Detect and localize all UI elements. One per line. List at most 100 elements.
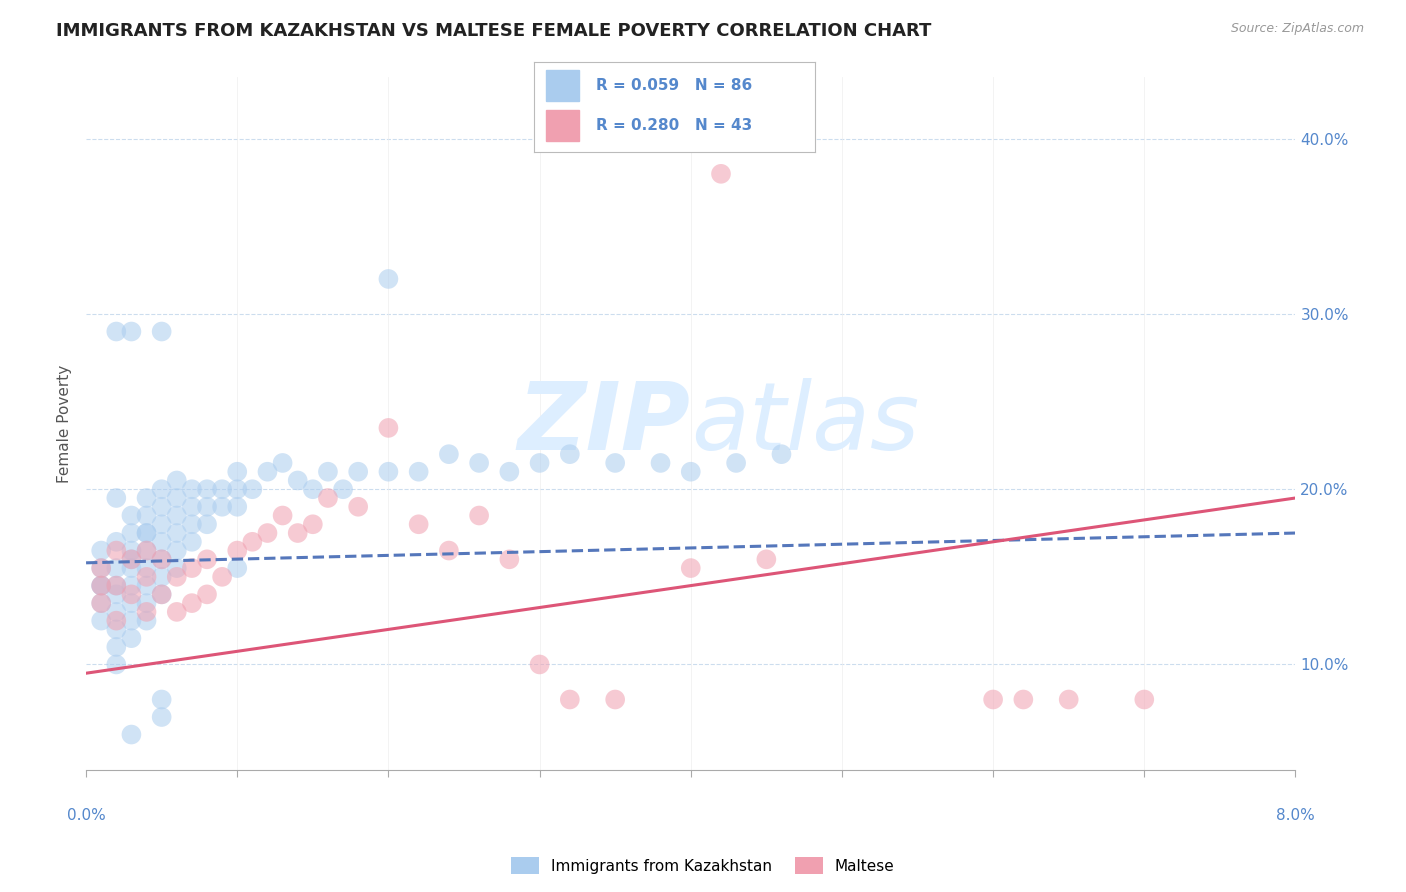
Text: 8.0%: 8.0%	[1277, 808, 1315, 823]
Point	[150, 552, 173, 566]
Point	[226, 465, 249, 479]
Point	[195, 482, 218, 496]
Point	[301, 482, 323, 496]
Point	[710, 167, 733, 181]
Point	[166, 474, 188, 488]
Point	[180, 517, 202, 532]
Point	[135, 526, 157, 541]
Text: Source: ZipAtlas.com: Source: ZipAtlas.com	[1230, 22, 1364, 36]
Point	[347, 465, 370, 479]
Point	[135, 605, 157, 619]
Point	[90, 596, 112, 610]
Text: R = 0.280   N = 43: R = 0.280 N = 43	[596, 118, 752, 133]
Point	[211, 500, 233, 514]
Point	[529, 657, 551, 672]
Point	[120, 579, 142, 593]
Point	[287, 526, 309, 541]
Text: R = 0.059   N = 86: R = 0.059 N = 86	[596, 78, 752, 93]
Point	[150, 500, 173, 514]
Point	[150, 692, 173, 706]
Point	[180, 534, 202, 549]
Point	[301, 517, 323, 532]
Point	[135, 526, 157, 541]
Point	[195, 517, 218, 532]
Point	[377, 421, 399, 435]
Point	[120, 552, 142, 566]
Point	[105, 534, 128, 549]
Point	[105, 605, 128, 619]
Point	[120, 552, 142, 566]
Point	[166, 543, 188, 558]
Point	[135, 508, 157, 523]
Point	[377, 272, 399, 286]
Point	[105, 561, 128, 575]
Point	[105, 640, 128, 654]
Point	[437, 447, 460, 461]
Point	[135, 491, 157, 505]
Point	[226, 482, 249, 496]
Point	[135, 570, 157, 584]
Point	[135, 543, 157, 558]
Point	[679, 561, 702, 575]
Point	[1133, 692, 1156, 706]
Point	[90, 543, 112, 558]
Point	[166, 491, 188, 505]
Point	[226, 500, 249, 514]
Text: atlas: atlas	[690, 378, 920, 469]
Point	[408, 517, 430, 532]
Point	[605, 692, 627, 706]
Point	[558, 692, 581, 706]
Point	[679, 465, 702, 479]
Point	[166, 605, 188, 619]
Point	[105, 657, 128, 672]
Point	[150, 570, 173, 584]
Point	[90, 614, 112, 628]
Point	[240, 534, 263, 549]
Text: 0.0%: 0.0%	[66, 808, 105, 823]
Point	[725, 456, 748, 470]
Point	[558, 447, 581, 461]
Point	[120, 526, 142, 541]
Point	[120, 587, 142, 601]
Legend: Immigrants from Kazakhstan, Maltese: Immigrants from Kazakhstan, Maltese	[505, 851, 901, 880]
Point	[347, 500, 370, 514]
Point	[90, 579, 112, 593]
Point	[166, 570, 188, 584]
Point	[240, 482, 263, 496]
Point	[1012, 692, 1035, 706]
Point	[650, 456, 672, 470]
Point	[437, 543, 460, 558]
Point	[90, 596, 112, 610]
Point	[468, 456, 491, 470]
Point	[180, 561, 202, 575]
Point	[605, 456, 627, 470]
Point	[770, 447, 793, 461]
Point	[166, 526, 188, 541]
Point	[105, 614, 128, 628]
Point	[120, 543, 142, 558]
Point	[150, 325, 173, 339]
Point	[981, 692, 1004, 706]
Point	[271, 508, 294, 523]
Point	[408, 465, 430, 479]
Point	[211, 482, 233, 496]
Point	[135, 561, 157, 575]
Point	[150, 587, 173, 601]
Y-axis label: Female Poverty: Female Poverty	[58, 365, 72, 483]
Point	[120, 631, 142, 645]
Point	[256, 465, 278, 479]
Point	[211, 570, 233, 584]
Point	[135, 596, 157, 610]
Point	[150, 552, 173, 566]
Point	[105, 325, 128, 339]
Point	[105, 587, 128, 601]
Point	[195, 500, 218, 514]
Point	[135, 614, 157, 628]
Point	[316, 491, 339, 505]
Point	[226, 561, 249, 575]
Point	[90, 561, 112, 575]
Point	[287, 474, 309, 488]
Point	[135, 579, 157, 593]
Text: ZIP: ZIP	[517, 377, 690, 469]
Point	[150, 710, 173, 724]
